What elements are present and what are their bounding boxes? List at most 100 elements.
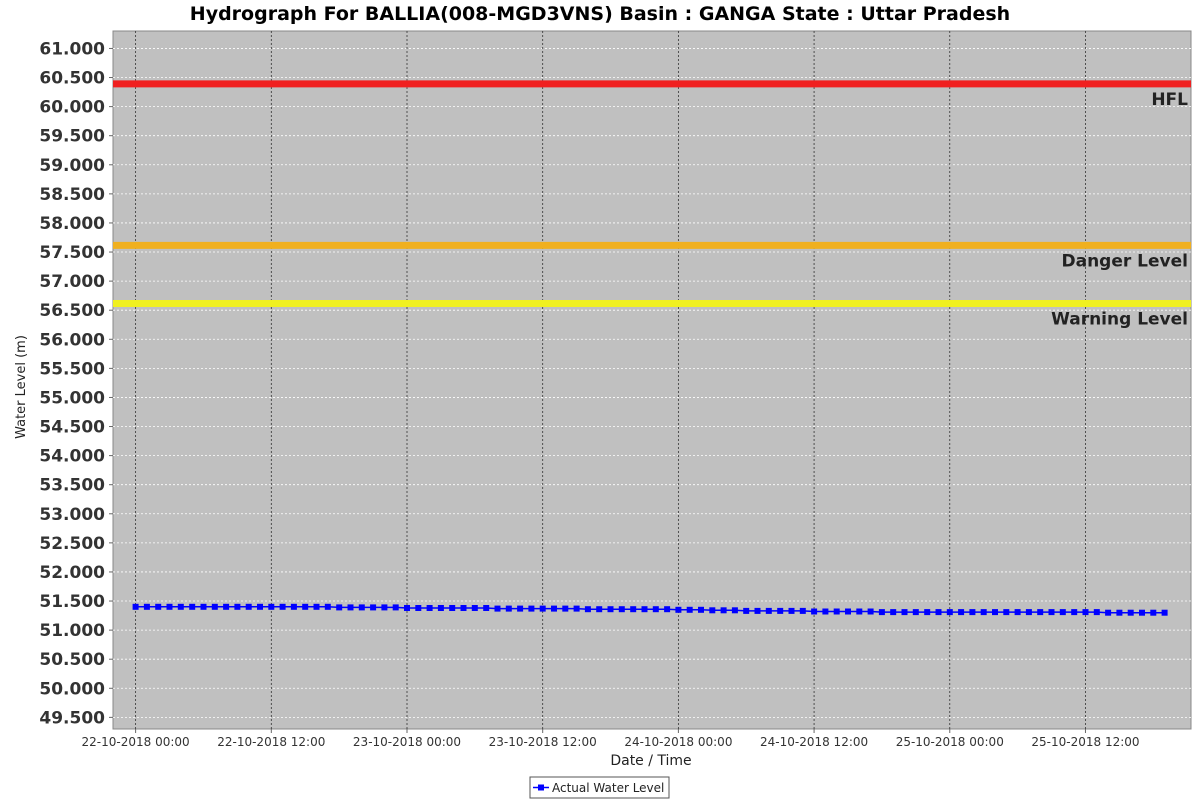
data-point [1025, 609, 1032, 616]
x-tick-label: 24-10-2018 00:00 [624, 735, 732, 749]
y-tick-label: 56.000 [39, 330, 105, 350]
data-point [856, 608, 863, 615]
y-tick-label: 59.000 [39, 156, 105, 176]
data-point [223, 603, 230, 610]
data-point [313, 603, 320, 610]
legend-box [529, 776, 670, 799]
data-point [517, 605, 524, 612]
data-point [833, 608, 840, 615]
y-tick-label: 60.000 [39, 98, 105, 118]
data-point [743, 607, 750, 614]
data-point [551, 605, 557, 612]
legend-marker [538, 784, 544, 791]
data-point [573, 605, 580, 612]
data-point [630, 606, 637, 613]
data-point [234, 603, 241, 610]
x-axis-label: Date / Time [610, 753, 691, 769]
data-point [924, 609, 931, 616]
data-point [1093, 609, 1100, 616]
y-tick-label: 50.500 [39, 650, 105, 670]
data-point [980, 609, 987, 616]
data-point [912, 609, 919, 616]
y-axis: 49.500 50.000 50.500 51.000 51.500 52.000 52.5… [39, 39, 113, 728]
data-point [324, 603, 331, 610]
data-point [652, 606, 659, 613]
data-point [1127, 609, 1134, 616]
y-tick-label: 54.500 [39, 418, 105, 438]
data-point [686, 606, 693, 613]
y-tick-label: 58.000 [39, 214, 105, 234]
y-tick-label: 57.500 [39, 243, 105, 263]
series-layer [132, 603, 1168, 616]
data-point [811, 608, 818, 615]
x-tick-label: 22-10-2018 12:00 [217, 735, 325, 749]
data-point [494, 605, 501, 612]
data-point [607, 606, 614, 613]
y-tick-label: 49.500 [39, 708, 105, 728]
y-tick-label: 53.500 [39, 476, 105, 496]
data-point [799, 607, 806, 614]
y-tick-label: 56.500 [39, 301, 105, 321]
data-point [765, 607, 772, 614]
data-point [347, 604, 354, 611]
data-point [584, 606, 591, 613]
data-point [1150, 609, 1157, 616]
data-point [539, 605, 546, 612]
data-point [189, 603, 196, 610]
data-point [257, 603, 263, 610]
data-point [1059, 609, 1066, 616]
data-point [155, 603, 162, 610]
data-point [720, 607, 727, 614]
y-tick-label: 59.500 [39, 127, 105, 147]
data-point [664, 606, 671, 613]
data-point [958, 609, 965, 616]
data-point [392, 604, 399, 611]
data-point [731, 607, 738, 614]
data-point [618, 606, 625, 613]
data-point [177, 603, 184, 610]
data-point [211, 603, 218, 610]
data-point [1071, 609, 1078, 616]
data-point [878, 609, 885, 616]
y-tick-label: 54.000 [39, 447, 105, 467]
legend: Actual Water Level [529, 776, 670, 799]
y-tick-label: 61.000 [39, 39, 105, 59]
data-point [901, 609, 908, 616]
chart-title: Hydrograph For BALLIA(008-MGD3VNS) Basin… [190, 3, 1010, 25]
danger-level-label: Danger Level [1062, 251, 1189, 271]
x-tick-label: 23-10-2018 12:00 [489, 735, 597, 749]
data-point [381, 604, 388, 611]
data-point [426, 605, 433, 611]
data-point [279, 603, 286, 610]
data-point [1048, 609, 1055, 616]
x-tick-label: 25-10-2018 12:00 [1031, 735, 1139, 749]
y-axis-label: Water Level (m) [14, 335, 29, 439]
data-point [1014, 609, 1021, 616]
data-point [1037, 609, 1044, 616]
y-tick-label: 51.500 [39, 592, 105, 612]
y-tick-label: 52.500 [39, 534, 105, 554]
data-point [415, 605, 422, 611]
data-point [969, 609, 976, 616]
data-point [890, 609, 897, 616]
data-point [596, 606, 603, 613]
y-tick-label: 58.500 [39, 185, 105, 205]
data-point [483, 605, 490, 611]
y-tick-label: 52.000 [39, 563, 105, 583]
data-point [1116, 609, 1123, 616]
data-point [675, 606, 682, 613]
y-tick-label: 55.000 [39, 388, 105, 408]
data-point [449, 605, 456, 611]
data-point [290, 603, 297, 610]
data-point [935, 609, 942, 616]
data-point [471, 605, 478, 611]
data-point [1082, 609, 1089, 616]
x-tick-label: 24-10-2018 12:00 [760, 735, 868, 749]
hfl-label: HFL [1151, 90, 1188, 110]
data-point [1139, 609, 1145, 616]
data-point [845, 608, 851, 615]
data-point [709, 607, 716, 614]
data-point [992, 609, 998, 616]
